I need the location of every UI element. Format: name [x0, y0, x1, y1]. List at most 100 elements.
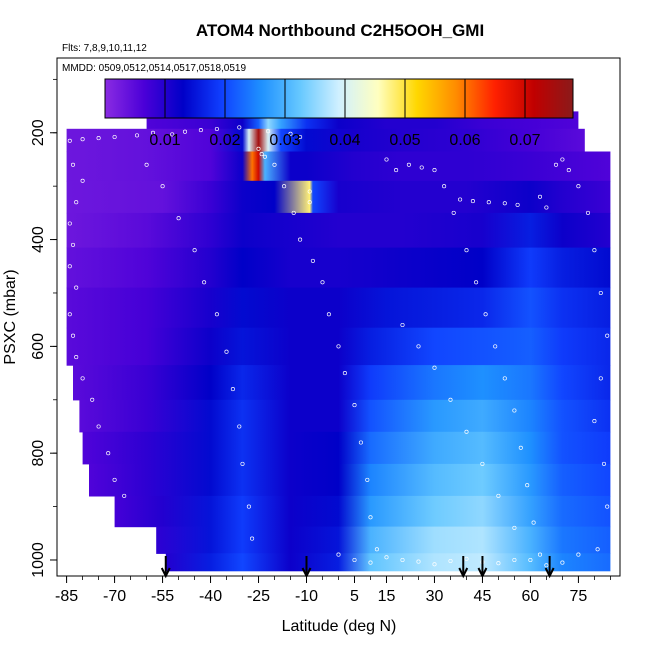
sample-point — [576, 184, 581, 189]
sample-point — [531, 520, 536, 525]
sample-point — [384, 555, 389, 560]
y-axis: 200 400 600 800 1000 — [30, 78, 57, 578]
sample-point — [336, 344, 341, 349]
sample-point — [122, 493, 127, 498]
colorbar-tick-label: 0.06 — [449, 132, 480, 149]
sample-point — [74, 200, 79, 205]
sample-point — [74, 285, 79, 290]
sample-point — [576, 552, 581, 557]
sample-point — [246, 504, 251, 509]
sample-point — [598, 290, 603, 296]
heatmap-band — [82, 431, 611, 465]
sample-point — [224, 349, 229, 354]
sample-point — [202, 280, 207, 285]
y-tick-label: 1000 — [30, 542, 47, 578]
sample-point — [512, 525, 517, 530]
sample-point — [170, 132, 175, 137]
sample-point — [80, 137, 85, 142]
sample-point — [307, 200, 312, 205]
heatmap-band — [79, 399, 611, 433]
sample-point — [560, 560, 565, 565]
sample-point — [416, 344, 421, 349]
sample-point — [515, 202, 520, 207]
x-tick-label: 45 — [474, 588, 492, 605]
sample-point — [272, 162, 277, 167]
sample-point — [96, 136, 101, 141]
colorbar — [104, 78, 574, 119]
sample-point — [90, 397, 95, 402]
sample-point — [160, 184, 165, 189]
flight-arrows — [160, 556, 555, 579]
sample-point — [394, 168, 399, 173]
sample-point — [464, 429, 469, 434]
sample-point — [80, 178, 85, 183]
sample-point — [214, 126, 219, 132]
heatmap-band — [66, 247, 611, 289]
x-tick-label: 30 — [426, 588, 444, 605]
sample-point — [134, 133, 140, 138]
sample-point — [150, 130, 156, 135]
sample-point — [237, 424, 242, 429]
sample-point — [448, 397, 453, 402]
sample-point — [464, 556, 469, 561]
sample-point — [432, 168, 437, 173]
sample-point — [230, 387, 235, 392]
sample-point — [214, 312, 219, 317]
sample-point — [96, 424, 101, 429]
sample-point — [192, 248, 197, 253]
colorbar-ramp — [104, 78, 574, 119]
sample-point — [336, 552, 341, 557]
sample-point — [144, 162, 149, 167]
sample-point — [307, 189, 312, 194]
heatmap-band — [66, 287, 611, 329]
sample-point — [598, 376, 603, 381]
sample-point — [67, 264, 72, 269]
sample-point — [585, 210, 591, 215]
sample-point — [112, 134, 117, 140]
flights-label: Flts: 7,8,9,10,11,12 — [62, 43, 147, 54]
sample-point — [256, 146, 261, 151]
sample-point — [419, 165, 424, 170]
x-tick-label: -55 — [151, 588, 174, 605]
sample-point — [601, 461, 607, 466]
heatmap-band — [114, 495, 611, 528]
sample-point — [544, 205, 549, 210]
sample-point — [595, 547, 600, 552]
sample-point — [67, 138, 72, 143]
heatmap-band — [66, 151, 611, 182]
dates-label: MMDD: 0509,0512,0514,0517,0518,0519 — [62, 63, 246, 74]
sample-point — [474, 280, 479, 285]
sample-point — [262, 154, 267, 159]
sample-point — [288, 131, 293, 136]
sample-point — [496, 561, 501, 566]
sample-point — [198, 128, 203, 133]
sample-point — [451, 210, 456, 215]
sample-point — [416, 559, 421, 564]
sample-point — [525, 483, 530, 488]
x-tick-label: 15 — [378, 588, 396, 605]
sample-point — [266, 129, 271, 134]
sample-point — [448, 558, 453, 564]
y-axis-label: PSXC (mbar) — [2, 269, 19, 364]
sample-point — [70, 333, 76, 338]
sample-point — [496, 493, 501, 498]
sample-point — [106, 451, 111, 456]
sample-point — [537, 194, 543, 199]
heatmap-band — [66, 212, 611, 249]
heatmap-band — [165, 553, 611, 572]
sample-point — [70, 242, 76, 247]
sample-point — [70, 162, 76, 167]
sample-point — [182, 129, 188, 134]
colorbar-tick-label: 0.03 — [269, 132, 300, 149]
x-tick-label: -70 — [103, 588, 126, 605]
sample-point — [240, 461, 245, 466]
sample-point — [291, 210, 296, 215]
sample-point — [432, 365, 437, 370]
sample-point — [326, 312, 331, 317]
sample-point — [368, 515, 373, 520]
sample-point — [605, 333, 610, 338]
heatmap-field — [66, 111, 611, 572]
sample-point — [365, 477, 370, 482]
heatmap-band — [66, 180, 611, 214]
